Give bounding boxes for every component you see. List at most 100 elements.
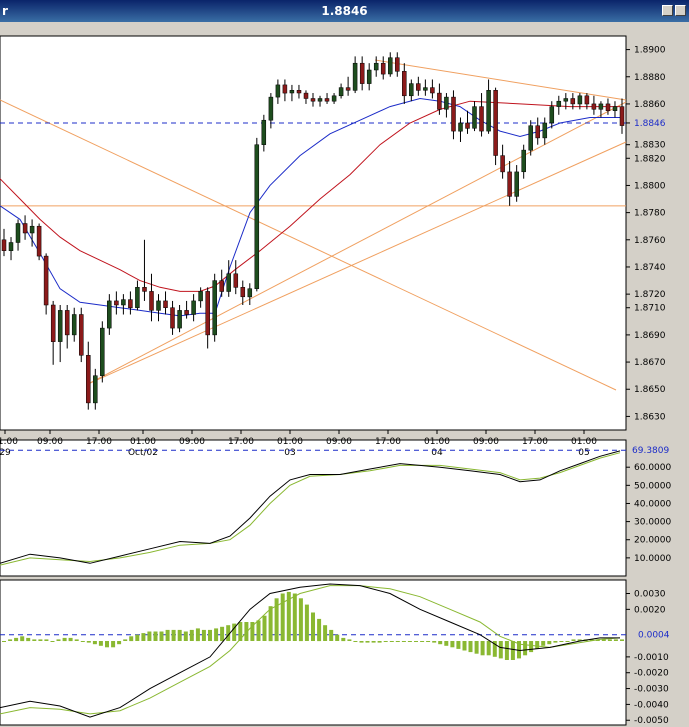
price-tick-label: 1.8670 <box>634 358 666 368</box>
restore-button[interactable] <box>662 5 673 16</box>
price-tick-label: 1.8690 <box>634 331 666 341</box>
stoch-tick-label: 60.0000 <box>634 463 671 473</box>
candle-body <box>240 287 246 298</box>
macd-histogram-bar <box>383 641 388 642</box>
macd-histogram-bar <box>147 631 152 641</box>
candle-body <box>303 92 309 99</box>
macd-histogram-bar <box>504 641 509 660</box>
candle-body <box>282 84 288 94</box>
price-tick-label: 1.8800 <box>634 181 666 191</box>
moving-average-blue <box>0 97 620 317</box>
price-tick-label: 1.8760 <box>634 236 666 246</box>
macd-histogram-bar <box>56 639 61 641</box>
close-button[interactable] <box>675 5 686 16</box>
macd-histogram-bar <box>474 641 479 654</box>
date-tick-label: 03 <box>284 448 295 458</box>
macd-tick-label: 0.0030 <box>634 590 666 600</box>
time-tick-label: 17:00 <box>228 437 254 447</box>
macd-histogram-bar <box>353 641 358 642</box>
candle-body <box>50 304 56 342</box>
candle-body <box>86 355 91 404</box>
time-tick-label: 17:00 <box>86 437 112 447</box>
macd-histogram-bar <box>32 639 37 641</box>
candle-body <box>226 273 231 292</box>
candle-body <box>128 299 133 309</box>
macd-histogram-bar <box>492 641 497 657</box>
macd-histogram-bar <box>407 641 412 642</box>
stochastic-panel <box>0 439 627 577</box>
candle-body <box>535 125 540 139</box>
macd-histogram-bar <box>220 626 225 642</box>
candle-body <box>296 90 302 94</box>
time-tick-label: 09:00 <box>179 437 205 447</box>
macd-histogram-bar <box>523 641 528 656</box>
macd-histogram-bar <box>20 636 25 642</box>
candle-body <box>549 106 555 124</box>
macd-line <box>0 583 620 718</box>
macd-histogram-bar <box>268 606 273 642</box>
macd-histogram-bar <box>62 637 67 642</box>
time-tick-label: 01:00 <box>571 437 597 447</box>
candle-body <box>563 98 569 102</box>
macd-histogram-bar <box>123 639 128 641</box>
macd-histogram-bar <box>613 639 618 641</box>
macd-histogram-bar <box>553 641 558 643</box>
price-tick-label: 1.8650 <box>634 385 666 395</box>
macd-histogram-bar <box>601 639 606 641</box>
candle-body <box>43 255 49 306</box>
macd-histogram-bar <box>317 618 322 642</box>
candle-body <box>149 291 154 311</box>
candle-body <box>570 98 576 105</box>
trendline-top <box>374 59 627 101</box>
candle-body <box>71 314 77 336</box>
candle-body <box>135 287 140 308</box>
candle-body <box>64 310 70 336</box>
candle-body <box>402 71 407 97</box>
candle-body <box>486 90 491 132</box>
macd-histogram-bar <box>86 641 91 643</box>
time-tick-label: 09:00 <box>37 437 63 447</box>
candle-body <box>444 96 449 110</box>
candle-body <box>268 96 274 121</box>
candle-body <box>605 103 611 111</box>
candle-body <box>521 149 526 173</box>
candle-body <box>359 62 365 84</box>
trendline-down-long <box>0 99 617 391</box>
macd-histogram-bar <box>426 641 431 642</box>
candle-body <box>416 83 421 91</box>
stoch-tick-label: 10.0000 <box>634 554 671 564</box>
macd-histogram-bar <box>165 629 170 641</box>
candle-body <box>1 239 7 251</box>
candle-body <box>331 95 337 102</box>
macd-histogram-bar <box>286 591 291 641</box>
candle-body <box>142 287 147 292</box>
macd-tick-label: -0.0020 <box>634 669 669 679</box>
macd-histogram-bar <box>444 641 449 646</box>
candle-body <box>219 280 224 292</box>
macd-histogram-bar <box>208 629 212 641</box>
macd-histogram-bar <box>311 612 315 641</box>
window-title: 1.8846 <box>321 4 368 18</box>
price-tick-label: 1.8780 <box>634 209 666 219</box>
macd-tick-label: -0.0010 <box>634 653 669 663</box>
window-title-left: r <box>2 4 8 18</box>
candle-body <box>93 375 98 404</box>
macd-histogram-bar <box>2 641 6 642</box>
price-chart: 1.8900 1.8880 1.8860 1.8846 1.8830 1.8820 1.88… <box>0 46 666 458</box>
macd-histogram-bar <box>14 637 19 642</box>
macd-histogram-bar <box>159 631 164 641</box>
candle-body <box>352 62 358 91</box>
time-tick-label: 01:00 <box>277 437 303 447</box>
chart-area: 1.8900 1.8880 1.8860 1.8846 1.8830 1.8820 1.88… <box>0 35 671 726</box>
time-tick-label: 01:00 <box>0 437 18 447</box>
price-tick-label: 1.8710 <box>634 304 666 314</box>
candle-body <box>598 103 604 110</box>
macd-histogram-bar <box>38 639 43 641</box>
candle-body <box>233 273 239 288</box>
price-tick-label: 1.8880 <box>634 73 666 83</box>
macd-histogram-bar <box>589 639 594 641</box>
macd-histogram-bar <box>535 641 540 649</box>
candle-body <box>212 280 217 336</box>
stoch-tick-label: 50.0000 <box>634 481 671 491</box>
candle-body <box>507 171 512 197</box>
